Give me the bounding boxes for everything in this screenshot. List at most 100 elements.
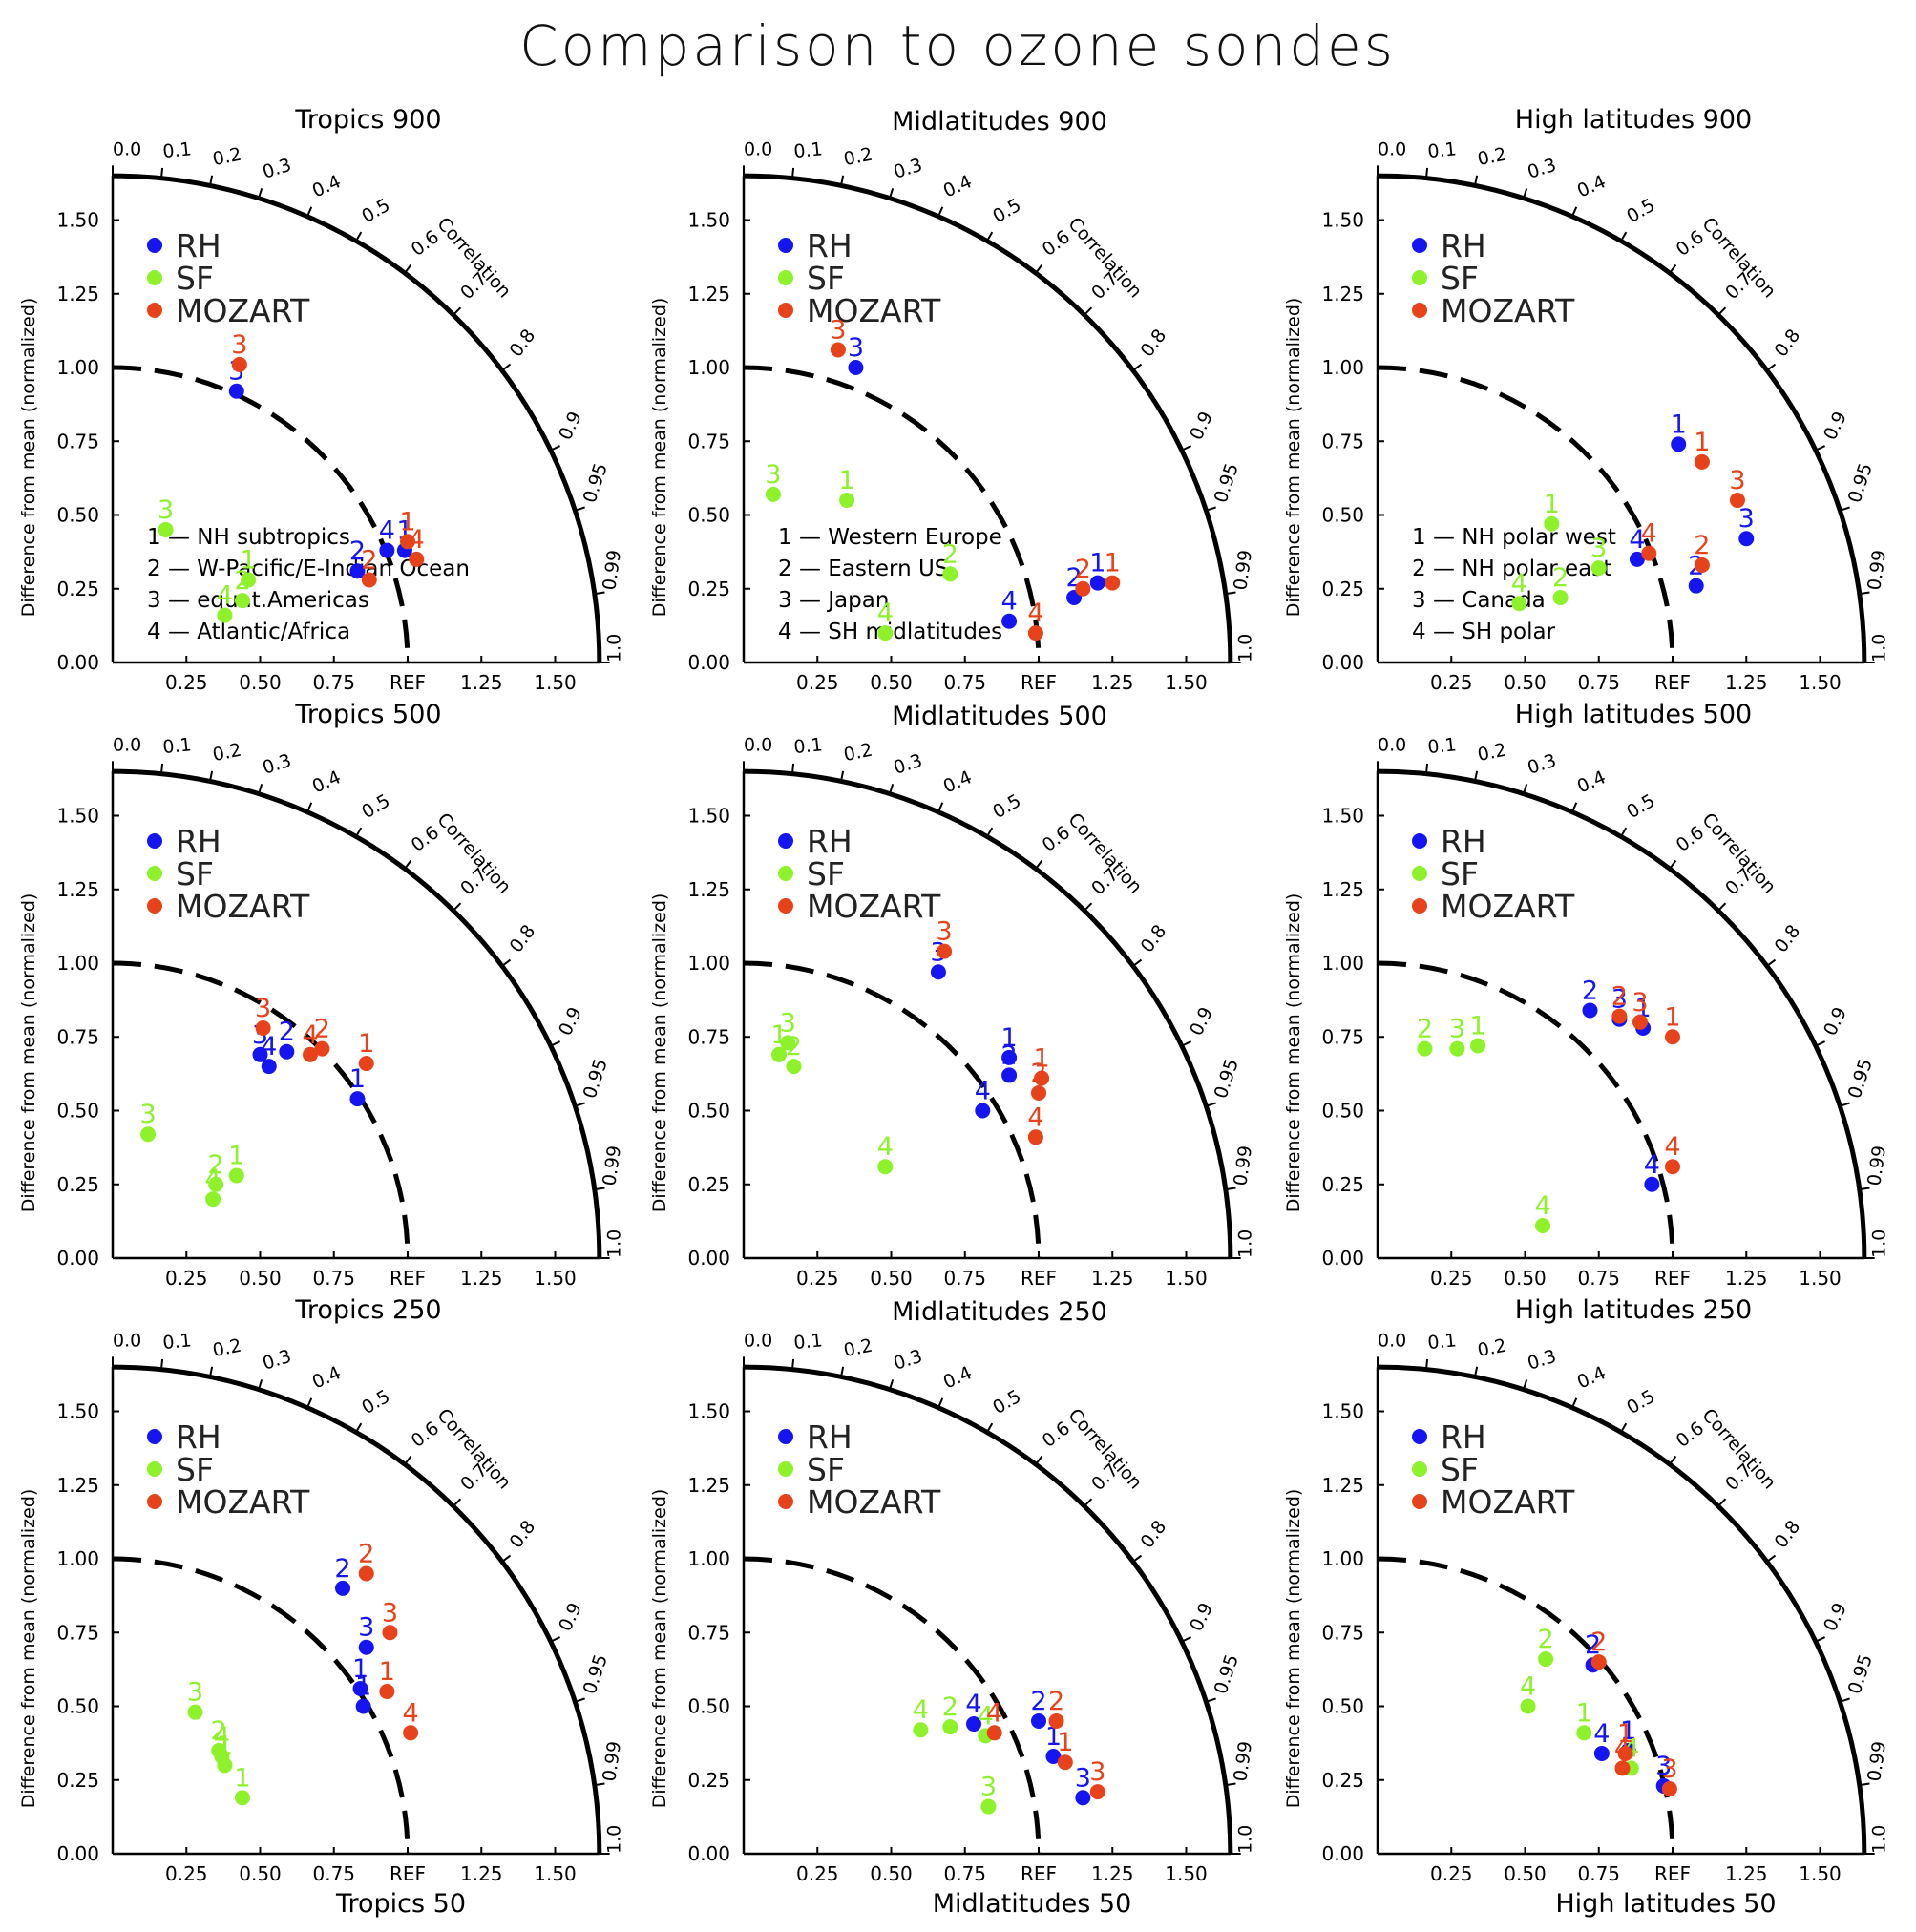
x-tick-label: 0.75	[1577, 1862, 1620, 1885]
taylor-panel: Midlatitudes 500 0.25 0.50 0.75 REF 1.25 1.50 0…	[649, 702, 1256, 1290]
corr-tick	[1206, 1697, 1216, 1703]
x-tick-label: 0.50	[239, 671, 282, 694]
legend-label: SF	[1441, 855, 1479, 892]
corr-tick	[839, 770, 845, 782]
panel-title: Tropics 250	[294, 1295, 441, 1325]
y-tick-label: 1.00	[687, 952, 730, 975]
legend-marker	[778, 898, 793, 914]
data-point-label: 2	[208, 1150, 224, 1180]
y-tick-label: 0.00	[1321, 1842, 1364, 1865]
data-point-label: 2	[279, 1018, 295, 1047]
data-point	[1001, 1067, 1018, 1083]
data-point	[1417, 1040, 1433, 1057]
data-point-label: 4	[1593, 1719, 1610, 1749]
site-legend-item: 1 — NH polar west	[1412, 525, 1616, 550]
data-point	[314, 1040, 330, 1057]
y-tick-label: 1.25	[1321, 1474, 1364, 1497]
data-point-label: 1	[1620, 1716, 1636, 1746]
corr-tick	[889, 1379, 895, 1390]
x-tick-label: 0.25	[796, 671, 839, 694]
x-tick-label: 0.25	[796, 1862, 839, 1885]
data-point-label: 2	[314, 1015, 330, 1044]
data-point-label: 2	[1001, 1040, 1018, 1070]
data-point-label: 3	[780, 1008, 796, 1038]
corr-tick	[501, 1554, 512, 1563]
data-point	[1665, 1159, 1680, 1175]
y-axis-label: Difference from mean (normalized)	[18, 298, 39, 618]
data-point-label: 2	[1030, 1059, 1046, 1088]
y-tick-label: 1.50	[687, 1400, 730, 1423]
data-point	[1629, 551, 1645, 567]
y-tick-label: 0.00	[56, 1842, 99, 1865]
site-legend-item: 2 — Eastern US	[778, 556, 948, 581]
legend-label: MOZART	[176, 292, 310, 329]
legend-label: MOZART	[1441, 1483, 1575, 1521]
data-point	[1593, 1745, 1610, 1761]
y-tick-label: 1.00	[1321, 356, 1364, 379]
data-point	[1544, 515, 1560, 532]
data-point-label: 3	[848, 333, 864, 363]
data-point	[830, 342, 846, 358]
data-point-label: 1	[1469, 1012, 1485, 1041]
y-tick-label: 0.75	[56, 1025, 99, 1048]
data-point	[780, 1035, 796, 1051]
y-tick-label: 0.75	[687, 1025, 730, 1048]
site-legend-item: 3 — equat.Americas	[147, 588, 369, 613]
y-tick-label: 1.25	[687, 283, 730, 305]
data-point-label: 2	[1048, 1687, 1064, 1716]
legend-marker	[1412, 1494, 1427, 1509]
data-point-label: 1	[349, 1064, 366, 1094]
panel-title: High latitudes 900	[1515, 105, 1752, 135]
legend-label: RH	[807, 227, 853, 264]
data-point-label: 3	[1089, 1757, 1105, 1787]
corr-tick-label: 0.0	[113, 735, 141, 756]
data-point-label: 4	[261, 1032, 277, 1061]
corr-tick	[790, 1358, 795, 1370]
corr-tick	[1181, 1040, 1192, 1047]
data-point-label: 3	[158, 495, 174, 525]
data-point-label: 3	[937, 917, 953, 947]
legend-label: MOZART	[176, 888, 310, 925]
corr-tick	[550, 1040, 561, 1047]
x-tick-label: 1.50	[1799, 1267, 1842, 1290]
x-tick-label: REF	[1654, 1267, 1691, 1290]
y-tick-label: 0.25	[56, 1173, 99, 1196]
corr-tick	[1473, 1366, 1479, 1377]
corr-tick	[889, 784, 895, 794]
data-point	[1582, 1002, 1598, 1018]
data-point	[303, 1046, 319, 1062]
legend-marker	[147, 1494, 162, 1509]
outer-arc	[112, 173, 602, 663]
x-tick-label: 0.75	[312, 671, 355, 694]
legend-marker	[778, 238, 793, 253]
data-point	[379, 1684, 395, 1700]
y-axis-label: Difference from mean (normalized)	[18, 1489, 39, 1809]
corr-tick	[1225, 1186, 1236, 1191]
y-axis-label: Difference from mean (normalized)	[1283, 893, 1304, 1213]
corr-tick-label: 1.0	[1868, 1229, 1889, 1258]
reference-arc	[743, 960, 1042, 1259]
y-tick-label: 0.25	[56, 1769, 99, 1792]
legend-marker	[778, 1461, 793, 1477]
reference-arc	[1377, 365, 1675, 663]
data-point-label: 4	[204, 1165, 221, 1194]
corr-tick	[986, 827, 994, 837]
corr-tick	[1815, 1040, 1826, 1047]
x-tick-label: 0.50	[870, 671, 913, 694]
legend-label: SF	[176, 1451, 214, 1488]
data-point-label: 1	[1664, 1002, 1680, 1032]
corr-tick	[594, 591, 605, 596]
data-point-label: 2	[211, 1716, 227, 1746]
reference-arc	[112, 365, 411, 663]
legend-marker	[778, 833, 793, 849]
data-point-label: 1	[1105, 549, 1121, 578]
y-axis-label: Difference from mean (normalized)	[1283, 298, 1304, 618]
legend-marker	[147, 1461, 162, 1477]
data-point-label: 2	[942, 1692, 958, 1722]
x-tick-label: 0.75	[943, 1862, 986, 1885]
corr-tick	[453, 1498, 462, 1507]
y-tick-label: 1.25	[687, 1474, 730, 1497]
y-tick-label: 0.75	[56, 1621, 99, 1644]
data-point	[214, 1749, 230, 1765]
data-point	[1611, 1008, 1628, 1024]
